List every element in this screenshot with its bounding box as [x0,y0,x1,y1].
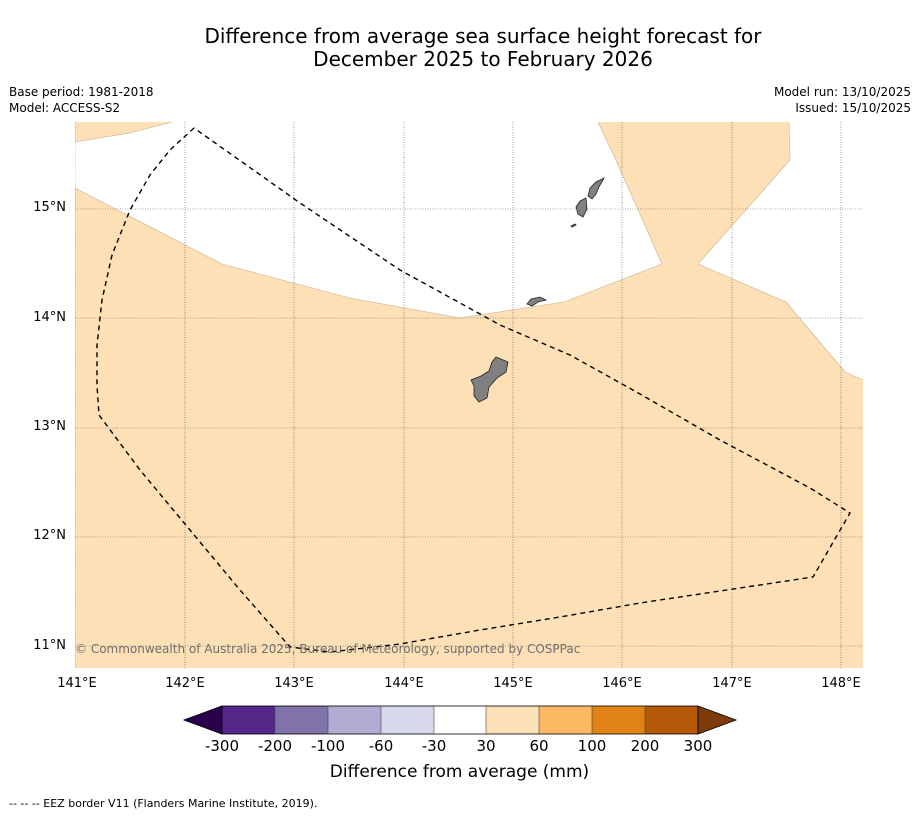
colorbar-segment-3 [328,706,381,734]
aguijan-island [570,223,577,228]
lon-label-141e: 141°E [57,676,97,691]
model-run-text: Model run: 13/10/2025 [773,85,911,99]
colorbar-segment-2 [275,706,328,734]
lat-label-14n: 14°N [33,310,66,325]
map-title-line2: December 2025 to February 2026 [313,47,653,71]
colorbar-segment-8 [592,706,645,734]
guam-island [470,356,509,403]
lon-label-147e: 147°E [712,676,752,691]
colorbar-segment-4 [381,706,434,734]
gridlines [75,122,863,668]
lon-label-143e: 143°E [274,676,314,691]
lat-label-13n: 13°N [33,419,66,434]
colorbar-label: Difference from average (mm) [329,762,590,782]
rota-island [526,296,548,307]
eez-border [96,127,851,653]
lon-label-146e: 146°E [602,676,642,691]
lat-label-11n: 11°N [33,638,66,653]
colorbar-segment-1 [222,706,275,734]
saipan-island [587,177,605,200]
colorbar-extend-high [697,705,738,735]
colorbar-tick: 30 [476,737,496,755]
copyright-text: © Commonwealth of Australia 2025, Bureau… [75,642,581,656]
colorbar-tick: 200 [630,737,660,755]
colorbar-segment-6 [486,706,539,734]
lon-label-142e: 142°E [165,676,205,691]
anomaly-field-near-zero-west [75,122,662,318]
lon-label-148e: 148°E [821,676,861,691]
lat-label-12n: 12°N [33,528,66,543]
colorbar-tick: -300 [204,737,240,755]
colorbar-extend-low [182,705,223,735]
anomaly-field-near-zero-east [698,122,863,380]
colorbar-tick: 300 [683,737,713,755]
lon-label-144e: 144°E [384,676,424,691]
colorbar-tick: -30 [421,737,447,755]
colorbar-tick: 100 [577,737,607,755]
colorbar-segment-7 [539,706,592,734]
map-area [75,122,863,668]
meta-right: Model run: 13/10/2025 Issued: 15/10/2025 [774,84,911,116]
model-text: Model: ACCESS-S2 [9,101,121,115]
map-title-line1: Difference from average sea surface heig… [204,24,762,48]
colorbar-tick: -100 [310,737,346,755]
tinian-island [575,197,588,218]
meta-left: Base period: 1981-2018 Model: ACCESS-S2 [9,84,154,116]
colorbar-segment-9 [645,706,698,734]
colorbar-tick: -200 [257,737,293,755]
lat-label-15n: 15°N [33,200,66,215]
colorbar-segment-5 [434,706,486,734]
lon-label-145e: 145°E [493,676,533,691]
colorbar-tick: 60 [529,737,549,755]
eez-legend-note: -- -- -- EEZ border V11 (Flanders Marine… [9,797,318,810]
colorbar-tick: -60 [368,737,394,755]
issued-text: Issued: 15/10/2025 [795,101,911,115]
base-period-text: Base period: 1981-2018 [9,85,154,99]
